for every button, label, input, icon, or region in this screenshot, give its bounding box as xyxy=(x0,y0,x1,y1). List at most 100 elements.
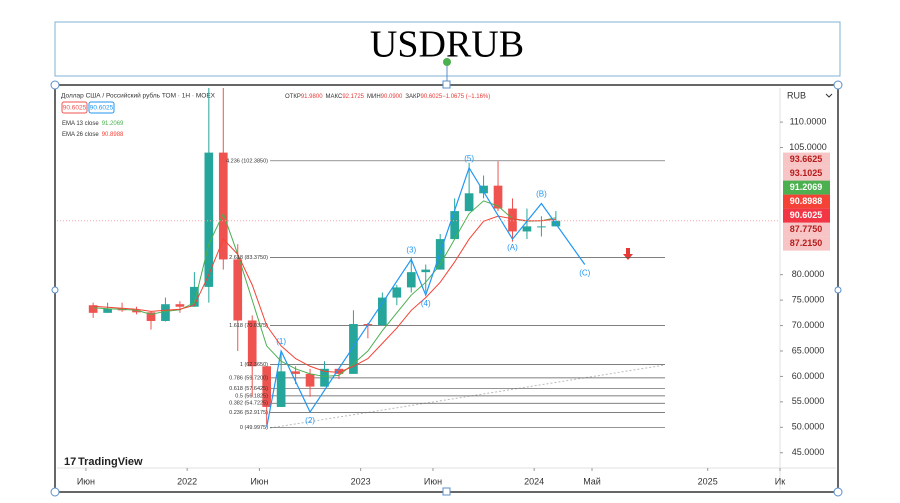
candle-body xyxy=(493,185,503,209)
x-tick-label: 2023 xyxy=(351,476,371,486)
legend-name: EMA 13 close xyxy=(62,121,99,127)
y-tick-label: 60.0000 xyxy=(792,371,825,381)
wave-label: (3) xyxy=(406,246,416,255)
plot-area xyxy=(88,88,665,428)
y-tick-label: 110.0000 xyxy=(790,116,827,126)
candle-body xyxy=(204,152,214,287)
price-box xyxy=(61,101,88,114)
price-tag xyxy=(783,152,830,167)
price-tag-label: 87.7750 xyxy=(790,224,823,234)
x-tick-label: Ик xyxy=(775,476,785,486)
wave-label: (C) xyxy=(579,269,590,278)
legend-value: 90.8988 xyxy=(102,132,124,138)
brand: TradingView xyxy=(78,456,143,468)
wave-path xyxy=(266,166,586,428)
candle-body xyxy=(421,269,431,273)
y-tick-label: 105.0000 xyxy=(789,142,827,152)
price-tag xyxy=(783,180,830,195)
currency: RUB xyxy=(787,90,806,100)
ohlc-key: МАКС xyxy=(326,94,343,100)
y-tick-label: 55.0000 xyxy=(792,396,825,406)
chart-frame xyxy=(54,84,839,493)
ema-line xyxy=(93,215,556,373)
candle-body xyxy=(479,185,488,194)
fib-label: 0.236 (52.9175) xyxy=(229,410,268,416)
candle-body xyxy=(464,193,474,212)
ohlc-key: ЗАКР xyxy=(405,94,420,100)
wave-label: (4) xyxy=(421,299,431,308)
y-tick-label: 80.0000 xyxy=(792,269,825,279)
candle-body xyxy=(146,312,156,321)
x-tick-label: 2022 xyxy=(177,476,197,486)
ohlc-key: ОТКР xyxy=(285,94,301,100)
candle-body xyxy=(88,305,98,313)
candle-body xyxy=(175,304,185,307)
candle-body xyxy=(190,286,199,307)
candle-body xyxy=(247,320,257,367)
y-tick-label: 70.0000 xyxy=(792,320,825,330)
price-tag-label: 93.6625 xyxy=(790,154,823,164)
ohlc-value: 90.0900 xyxy=(381,94,403,100)
y-tick-label: 65.0000 xyxy=(792,345,825,355)
legend-entry: EMA 26 close 90.8988 xyxy=(62,132,124,138)
candle-body xyxy=(218,152,228,260)
price-tag xyxy=(783,236,830,251)
candle-body xyxy=(291,371,300,374)
candle-body xyxy=(508,208,517,232)
candle-body xyxy=(522,226,532,232)
x-tick-label: Июн xyxy=(250,476,268,486)
trend-line xyxy=(269,364,666,429)
price-tag xyxy=(783,222,830,237)
y-tick-label: 45.0000 xyxy=(792,447,825,457)
wave-label: (A) xyxy=(507,243,518,252)
x-tick-label: Май xyxy=(583,476,601,486)
fib-label: 0.382 (54.7225) xyxy=(229,401,268,407)
y-tick-label: 75.0000 xyxy=(792,295,825,305)
ema-line xyxy=(93,200,556,377)
price-tag xyxy=(783,208,830,223)
candle-body xyxy=(262,366,272,407)
candle-body xyxy=(276,371,286,407)
brand-logo: 17 xyxy=(64,456,76,468)
candle-body xyxy=(103,308,112,313)
dropdown-icon[interactable] xyxy=(825,93,833,98)
fib-label: 1 (62.3650) xyxy=(240,362,268,368)
fib-label: 2.618 (83.3750) xyxy=(229,255,268,261)
fib-label: 1.618 (70.0375) xyxy=(229,323,268,329)
price-tag-label: 91.2069 xyxy=(790,182,823,192)
candle-body xyxy=(305,373,315,387)
candle-body xyxy=(392,287,402,298)
x-tick-label: Июн xyxy=(77,476,95,486)
price-tag-label: 90.8988 xyxy=(790,196,823,206)
x-tick-label: Июн xyxy=(424,476,442,486)
instrument: Доллар США / Российский рубль ТОМ · 1Н ·… xyxy=(61,92,216,100)
x-tick-label: 2024 xyxy=(524,476,544,486)
fib-label: 0.786 (59.7200) xyxy=(229,375,268,381)
wave-label: (2) xyxy=(305,416,315,425)
y-tick-label: 50.0000 xyxy=(792,422,825,432)
candle-body xyxy=(378,297,387,326)
candle-body xyxy=(406,272,416,288)
selection-handles xyxy=(50,80,843,497)
price-box-label: 90.6025 xyxy=(63,105,87,112)
wave-label: (B) xyxy=(536,190,547,199)
candle-body xyxy=(450,211,459,240)
candle-body xyxy=(233,259,243,321)
ohlc-header: ОТКР91.9800 МАКС92.1725 МИН90.0900 ЗАКР90.6… xyxy=(285,94,490,100)
fib-label: 0.618 (57.6425) xyxy=(229,386,268,392)
ohlc-key: МИН xyxy=(367,94,381,100)
candle-body xyxy=(537,226,546,228)
fib-label: 0.5 (56.1825) xyxy=(235,393,268,399)
rotate-handle xyxy=(443,58,451,66)
down-arrow xyxy=(623,248,633,260)
wave-label: (1) xyxy=(276,337,286,346)
candle-body xyxy=(320,368,329,387)
legend-name: EMA 26 close xyxy=(62,132,99,138)
x-tick-label: 2025 xyxy=(698,476,718,486)
legend-entry: EMA 13 close 91.2069 xyxy=(62,121,124,127)
candle-body xyxy=(334,368,344,374)
price-box xyxy=(88,101,115,114)
price-tag-label: 93.1025 xyxy=(790,168,823,178)
price-tag-label: 87.2150 xyxy=(790,238,823,248)
